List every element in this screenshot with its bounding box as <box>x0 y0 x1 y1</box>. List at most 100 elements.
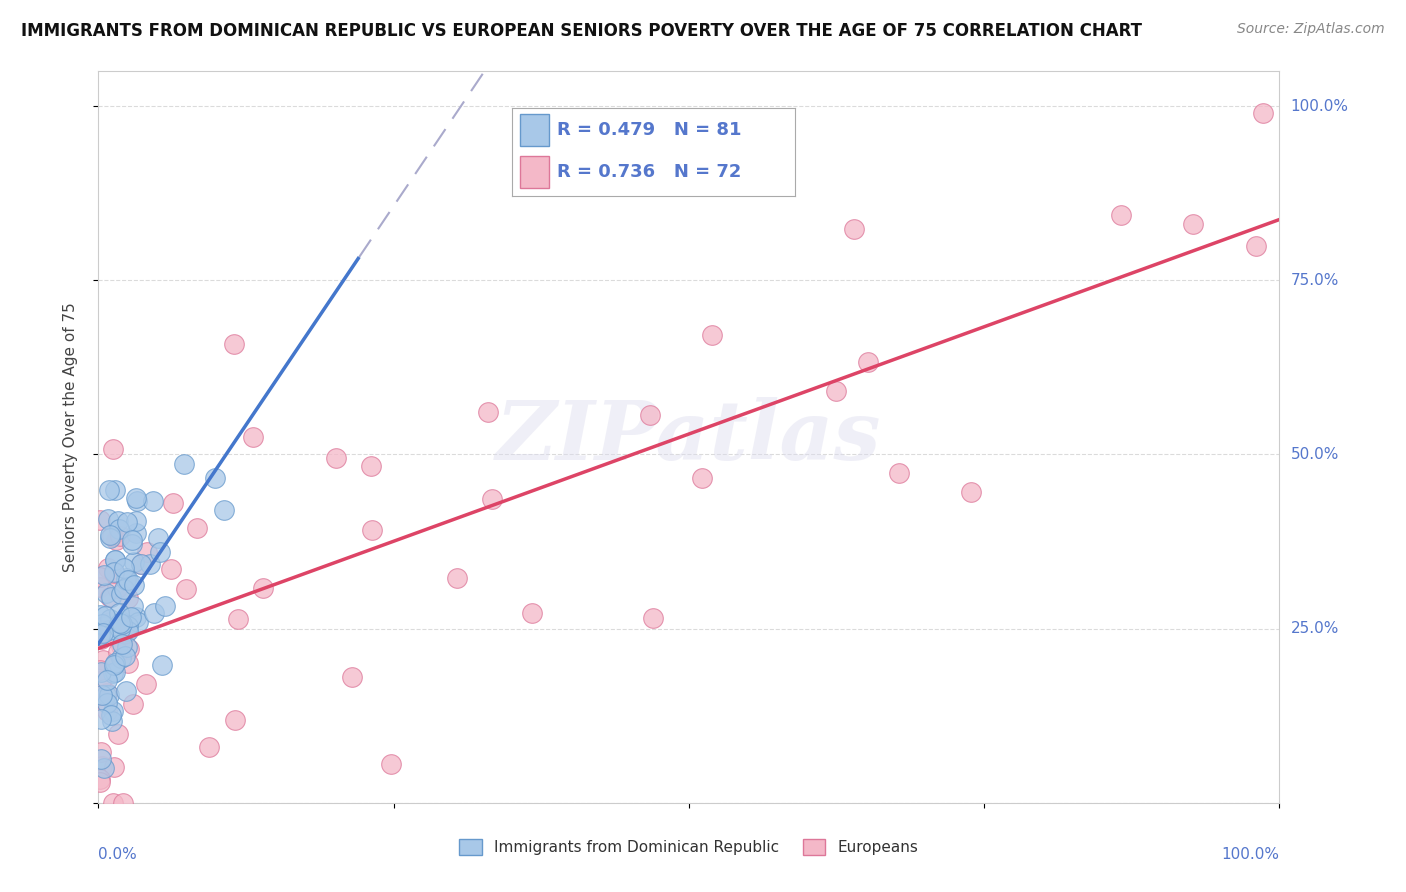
Point <box>96 686 118 700</box>
Point <box>143 606 166 620</box>
Point <box>222 336 245 351</box>
Point <box>186 521 208 535</box>
Point <box>108 622 131 636</box>
Point <box>90 712 112 726</box>
Point <box>101 442 124 457</box>
Point <box>115 625 138 640</box>
Point <box>112 627 135 641</box>
Point <box>135 545 157 559</box>
Point <box>98 483 121 497</box>
Point <box>520 606 543 620</box>
Point <box>103 566 125 580</box>
Point <box>96 704 118 718</box>
Point <box>226 612 249 626</box>
Text: 0.0%: 0.0% <box>98 847 138 862</box>
Point <box>114 582 136 596</box>
Point <box>98 590 121 604</box>
Point <box>97 688 120 702</box>
Point <box>98 623 121 637</box>
Point <box>89 570 111 584</box>
Point <box>91 616 114 631</box>
Point <box>638 408 661 422</box>
Point <box>1253 106 1275 120</box>
Point <box>146 531 169 545</box>
Text: ZIPatlas: ZIPatlas <box>496 397 882 477</box>
Point <box>110 650 132 665</box>
Point <box>89 772 111 786</box>
Point <box>98 528 121 542</box>
Point <box>149 545 172 559</box>
Point <box>107 514 129 528</box>
Text: 75.0%: 75.0% <box>1291 273 1339 288</box>
Point <box>91 759 114 773</box>
Point <box>108 616 131 631</box>
Point <box>1109 209 1132 223</box>
Point <box>107 618 129 632</box>
Point <box>212 503 235 517</box>
Point <box>93 619 115 633</box>
Point <box>112 561 135 575</box>
Point <box>117 624 139 639</box>
Point <box>117 591 139 606</box>
Point <box>121 533 143 547</box>
Point <box>135 676 157 690</box>
Point <box>98 615 121 630</box>
Y-axis label: Seniors Poverty Over the Age of 75: Seniors Poverty Over the Age of 75 <box>63 302 77 572</box>
Point <box>108 529 131 543</box>
Point <box>125 514 148 528</box>
Point <box>96 673 118 688</box>
Text: IMMIGRANTS FROM DOMINICAN REPUBLIC VS EUROPEAN SENIORS POVERTY OVER THE AGE OF 7: IMMIGRANTS FROM DOMINICAN REPUBLIC VS EU… <box>21 22 1142 40</box>
Point <box>117 640 139 655</box>
Point <box>224 713 246 727</box>
Text: 100.0%: 100.0% <box>1222 847 1279 862</box>
Point <box>122 555 145 569</box>
Point <box>641 611 664 625</box>
Point <box>96 696 118 710</box>
Point <box>122 577 145 591</box>
Point <box>98 612 121 626</box>
Point <box>90 751 112 765</box>
Point <box>103 705 125 719</box>
Point <box>105 581 128 595</box>
Point <box>120 610 142 624</box>
Point <box>842 222 865 236</box>
Point <box>104 656 127 670</box>
Point <box>110 640 132 654</box>
Point <box>1244 239 1267 253</box>
Point <box>89 663 111 677</box>
Point <box>104 665 127 680</box>
Point <box>360 459 382 474</box>
Point <box>162 496 184 510</box>
Point <box>150 657 173 672</box>
Point <box>90 688 112 702</box>
Point <box>89 580 111 594</box>
Point <box>107 645 129 659</box>
Point <box>117 515 139 529</box>
Legend: Immigrants from Dominican Republic, Europeans: Immigrants from Dominican Republic, Euro… <box>453 833 925 861</box>
Point <box>104 483 127 498</box>
Point <box>825 384 848 398</box>
Point <box>125 609 148 624</box>
Point <box>117 619 139 633</box>
Point <box>481 491 503 506</box>
Point <box>115 571 138 585</box>
Point <box>114 648 136 663</box>
Point <box>104 624 127 638</box>
Point <box>856 355 879 369</box>
Point <box>94 585 117 599</box>
Point <box>198 739 221 754</box>
Point <box>340 670 363 684</box>
Point <box>89 775 111 789</box>
Point <box>91 653 114 667</box>
Point <box>103 657 125 672</box>
Point <box>325 450 347 465</box>
Point <box>101 665 124 680</box>
Point <box>98 531 121 545</box>
Point <box>142 493 165 508</box>
Point <box>117 656 139 670</box>
Point <box>108 606 131 620</box>
Point <box>111 615 134 630</box>
Point <box>89 513 111 527</box>
Point <box>90 745 112 759</box>
Point <box>89 623 111 637</box>
